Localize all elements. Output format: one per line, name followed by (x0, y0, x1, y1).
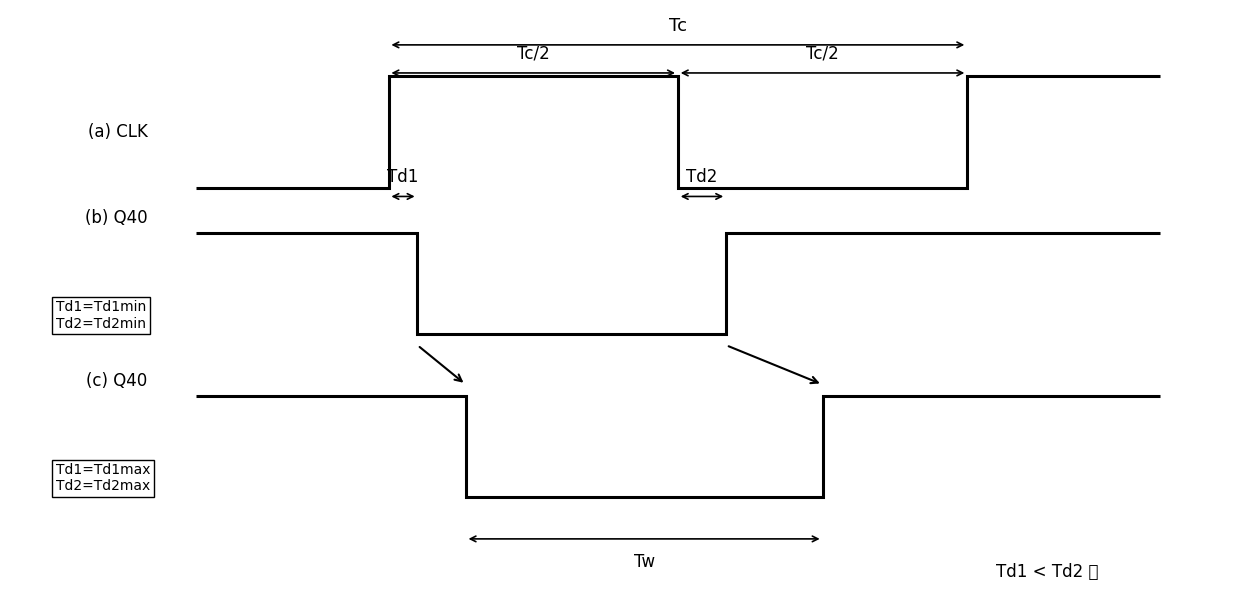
Text: (b) Q40: (b) Q40 (84, 209, 148, 227)
Text: Td1=Td1max
Td2=Td2max: Td1=Td1max Td2=Td2max (56, 463, 150, 493)
Text: Td1 < Td2 時: Td1 < Td2 時 (996, 563, 1099, 581)
Text: Tc: Tc (668, 17, 687, 35)
Text: Td1=Td1min
Td2=Td2min: Td1=Td1min Td2=Td2min (56, 300, 146, 330)
Text: (c) Q40: (c) Q40 (87, 372, 148, 390)
Text: Td2: Td2 (686, 168, 718, 186)
Text: Tc/2: Tc/2 (517, 45, 549, 63)
Text: Td1: Td1 (387, 168, 419, 186)
Text: (a) CLK: (a) CLK (88, 123, 148, 141)
Text: Tw: Tw (634, 553, 655, 571)
Text: Tc/2: Tc/2 (806, 45, 839, 63)
